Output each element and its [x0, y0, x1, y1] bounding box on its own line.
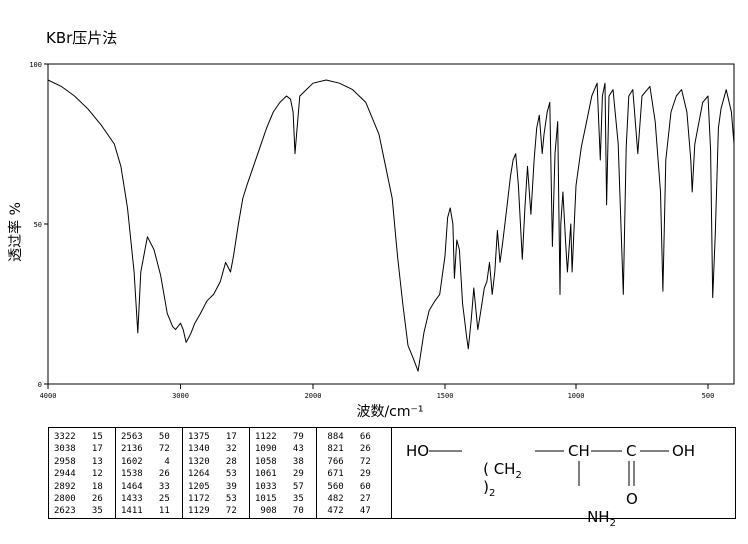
peak-table-row: 1033 57 [255, 481, 304, 492]
peak-table-row: 1058 38 [255, 456, 304, 467]
peak-table-row: 1464 33 [121, 481, 170, 492]
peak-table: 3322 15 3038 17 2958 13 2944 12 2892 18 2800 … [48, 427, 392, 519]
x-tick-label: 3000 [172, 392, 189, 400]
peak-table-row: 1172 53 [188, 493, 237, 504]
peak-table-row: 1015 35 [255, 493, 304, 504]
peak-table-row: 821 26 [322, 444, 371, 455]
structure-bonds [429, 450, 669, 486]
peak-table-row: 1090 43 [255, 444, 304, 455]
peak-table-row: 1340 32 [188, 444, 237, 455]
structure-ch: CH [568, 442, 590, 460]
peak-table-column: 2563 50 2136 72 1602 4 1538 26 1464 33 1433 2… [121, 431, 170, 518]
method-label: KBr压片法 [46, 29, 118, 47]
structure-nh: NH [587, 508, 610, 526]
peak-table-column: 884 66 821 26 766 72 671 29 560 60 482 2… [322, 431, 371, 518]
series-group [47, 79, 735, 372]
peak-table-row: 3322 15 [54, 432, 103, 442]
y-tick-label: 50 [34, 221, 42, 229]
x-tick-label: 500 [702, 392, 715, 400]
peak-table-row: 2800 26 [54, 493, 103, 504]
structure-n-sub: 2 [488, 488, 496, 499]
peak-table-row: 560 60 [322, 481, 371, 492]
peak-table-row: 671 29 [322, 469, 371, 480]
peak-table-column: 3322 15 3038 17 2958 13 2944 12 2892 18 2800 … [54, 431, 103, 518]
peak-table-row: 766 72 [322, 456, 371, 467]
peak-table-row: 482 27 [322, 493, 371, 504]
x-tick-label: 1000 [568, 392, 585, 400]
peak-table-divider [316, 428, 317, 518]
x-tick-label: 2000 [305, 392, 322, 400]
peak-table-column: 1375 17 1340 32 1320 28 1264 53 1205 39 1172 … [188, 431, 237, 518]
y-tick-label: 0 [38, 381, 42, 389]
peak-table-divider [115, 428, 116, 518]
peak-table-row: 1433 25 [121, 493, 170, 504]
peak-table-row: 908 70 [255, 506, 304, 517]
peak-table-row: 1264 53 [188, 469, 237, 480]
peak-table-row: 2958 13 [54, 456, 103, 467]
peak-table-row: 1205 39 [188, 481, 237, 492]
peak-table-row: 2623 35 [54, 506, 103, 517]
peak-table-divider [249, 428, 250, 518]
structure-ho: HO [406, 442, 430, 460]
structure-ch2-open: ( CH [483, 460, 516, 478]
peak-table-column: 1122 79 1090 43 1058 38 1061 29 1033 57 1015 … [255, 431, 304, 518]
peak-table-row: 2563 50 [121, 432, 170, 442]
ir-spectrum-chart: 4000 3000 2000 1500 1000 500 0 50 100 波数/cm⁻¹ 透过… [7, 61, 735, 420]
peak-table-row: 884 66 [322, 432, 371, 442]
peak-table-row: 1602 4 [121, 456, 170, 467]
structure-c: C [626, 442, 637, 460]
structure-ch2-sub: 2 [515, 470, 522, 481]
peak-table-row: 1375 17 [188, 432, 237, 442]
x-tick-label: 1500 [437, 392, 454, 400]
peak-table-row: 2892 18 [54, 481, 103, 492]
structure-ch2-group: ( CH2 )2 [464, 442, 522, 514]
plot-frame [47, 63, 735, 385]
peak-table-row: 1129 72 [188, 506, 237, 517]
structure-formula: HO ( CH2 )2 CH C OH NH2 O [391, 427, 736, 529]
peak-table-row: 2136 72 [121, 444, 170, 455]
peak-table-row: 2944 12 [54, 469, 103, 480]
structure-nh2: NH2 [568, 490, 616, 544]
structure-ch2-close: ) [483, 478, 489, 496]
peak-table-row: 1320 28 [188, 456, 237, 467]
peak-table-row: 1411 11 [121, 506, 170, 517]
y-axis-label: 透过率 % [7, 202, 24, 262]
structure-nh-sub: 2 [609, 518, 616, 529]
x-tick-label: 4000 [40, 392, 57, 400]
peak-table-row: 1061 29 [255, 469, 304, 480]
axis-ticks: 4000 3000 2000 1500 1000 500 0 50 100 [29, 61, 714, 400]
peak-table-row: 472 47 [322, 506, 371, 517]
structure-o: O [626, 490, 638, 508]
peak-table-row: 1538 26 [121, 469, 170, 480]
spectrum-line [47, 79, 735, 372]
peak-table-divider [182, 428, 183, 518]
structure-oh: OH [672, 442, 696, 460]
x-axis-label: 波数/cm⁻¹ [356, 404, 423, 420]
y-tick-label: 100 [29, 61, 42, 69]
peak-table-row: 1122 79 [255, 432, 304, 442]
peak-table-row: 3038 17 [54, 444, 103, 455]
